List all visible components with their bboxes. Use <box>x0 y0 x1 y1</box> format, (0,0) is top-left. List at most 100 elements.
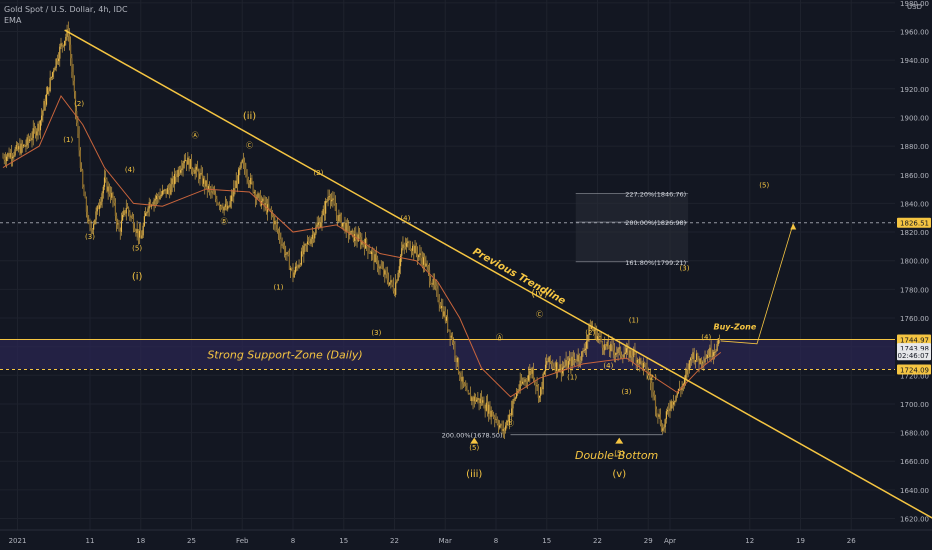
candle-body <box>457 357 460 373</box>
candle-body <box>189 159 191 169</box>
candle-body <box>103 177 106 187</box>
candle-body <box>47 87 49 95</box>
candle-body <box>247 178 249 183</box>
candle-body <box>590 326 593 330</box>
candle-body <box>412 245 414 251</box>
candle-body <box>593 328 595 332</box>
indicator-label[interactable]: EMA <box>4 16 22 25</box>
candle-body <box>536 385 538 387</box>
candle-body <box>613 350 616 355</box>
candle-body <box>509 414 512 416</box>
candle-body <box>115 216 118 225</box>
price-tag <box>897 334 931 345</box>
x-tick-label: 26 <box>847 537 856 545</box>
wave-label: Ⓑ <box>507 419 514 427</box>
candle-body <box>55 58 57 68</box>
candle-body <box>317 222 319 225</box>
candle-body <box>682 383 684 387</box>
candle-body <box>401 248 403 256</box>
candle-body <box>205 180 207 187</box>
candle-body <box>320 222 322 228</box>
x-tick-label: 19 <box>796 537 805 545</box>
candle-body <box>286 252 288 254</box>
candle-body <box>349 234 351 235</box>
candle-body <box>688 360 690 371</box>
candle-body <box>230 195 232 202</box>
buy-zone-label: Buy-Zone <box>714 322 757 331</box>
candle-body <box>418 255 420 258</box>
candle-body <box>293 272 295 278</box>
candle-body <box>459 372 461 380</box>
candle-body <box>96 205 98 212</box>
candle-body <box>523 381 525 383</box>
candle-body <box>221 205 223 209</box>
candle-body <box>396 280 398 283</box>
price-tag <box>897 217 931 228</box>
candle-body <box>689 358 692 361</box>
candle-body <box>577 355 579 362</box>
wave-label: (4) <box>400 215 410 223</box>
candle-body <box>474 396 477 402</box>
candle-body <box>473 396 475 402</box>
candle-body <box>274 221 276 225</box>
candle-body <box>137 229 139 238</box>
candle-body <box>651 382 653 390</box>
candle-body <box>668 410 670 411</box>
candle-body <box>64 40 66 46</box>
candle-body <box>629 350 631 358</box>
candle-body <box>621 355 623 357</box>
candle-body <box>530 370 532 374</box>
candle-body <box>117 223 119 225</box>
candle-body <box>218 203 220 207</box>
candle-body <box>605 344 607 347</box>
candle-body <box>351 230 353 232</box>
candle-body <box>389 282 391 285</box>
candle-body <box>164 189 166 191</box>
wave-label: (4) <box>701 333 711 341</box>
candle-body <box>70 44 72 59</box>
candle-body <box>155 195 158 200</box>
candle-body <box>600 336 602 342</box>
candle-body <box>555 362 558 371</box>
candle-body <box>520 380 522 384</box>
candle-body <box>304 244 306 246</box>
candle-body <box>198 171 200 179</box>
candle-body <box>355 233 357 240</box>
y-tick-label: 1660.00 <box>900 458 929 466</box>
candle-body <box>515 392 518 398</box>
candle-body <box>596 336 599 340</box>
candle-body <box>514 397 516 399</box>
candle-body <box>714 351 716 353</box>
candle-body <box>691 358 693 359</box>
candle-body <box>215 194 217 199</box>
candle-body <box>13 155 15 157</box>
chart-header: Gold Spot / U.S. Dollar, 4h, IDC EMA <box>4 4 128 26</box>
symbol-title[interactable]: Gold Spot / U.S. Dollar, 4h, IDC <box>4 5 128 14</box>
candle-body <box>535 382 537 387</box>
candle-body <box>147 208 149 213</box>
candle-body <box>489 404 491 417</box>
candle-body <box>543 371 545 375</box>
candle-body <box>132 218 135 229</box>
candle-body <box>102 186 104 194</box>
candle-body <box>611 343 613 346</box>
candle-body <box>573 359 576 360</box>
candle-body <box>136 229 138 233</box>
candle-body <box>636 359 638 363</box>
candle-body <box>664 419 666 428</box>
candle-body <box>467 391 469 394</box>
candle-body <box>563 366 565 368</box>
candle-body <box>466 390 468 392</box>
bottom-marker-icon <box>470 437 479 444</box>
candle-body <box>253 191 255 193</box>
candle-body <box>461 376 463 382</box>
y-tick-label: 1640.00 <box>900 487 929 495</box>
candle-body <box>387 280 390 285</box>
candle-body <box>26 137 28 146</box>
candle-body <box>692 352 694 359</box>
candle-body <box>142 225 144 236</box>
candle-body <box>715 350 717 352</box>
candle-body <box>281 244 283 246</box>
candle-body <box>375 254 377 258</box>
